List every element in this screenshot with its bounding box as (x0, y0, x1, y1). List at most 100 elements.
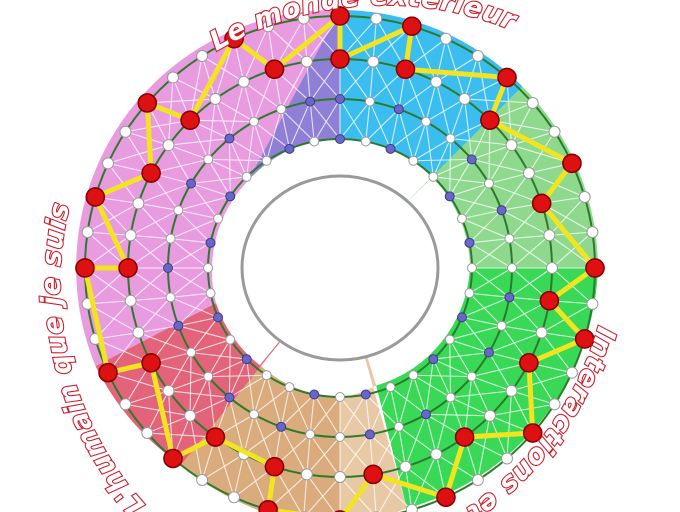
white-node[interactable] (484, 410, 495, 421)
purple-node[interactable] (336, 135, 345, 144)
purple-node[interactable] (445, 192, 454, 201)
white-node[interactable] (371, 13, 382, 24)
white-node[interactable] (394, 422, 403, 431)
white-node[interactable] (262, 156, 271, 165)
purple-node[interactable] (225, 393, 234, 402)
white-node[interactable] (409, 371, 418, 380)
purple-node[interactable] (306, 97, 315, 106)
white-node[interactable] (431, 449, 442, 460)
red-hub-node-top[interactable] (331, 50, 349, 68)
purple-node[interactable] (187, 179, 196, 188)
red-hub-node-top[interactable] (364, 465, 382, 483)
white-node[interactable] (579, 192, 590, 203)
red-hub-node-top[interactable] (142, 354, 160, 372)
red-hub-node-top[interactable] (265, 60, 283, 78)
purple-node[interactable] (242, 355, 251, 364)
white-node[interactable] (163, 140, 174, 151)
white-node[interactable] (166, 293, 175, 302)
red-hub-node-top[interactable] (99, 364, 117, 382)
white-node[interactable] (133, 198, 144, 209)
white-node[interactable] (242, 172, 251, 181)
red-hub-node-top[interactable] (540, 292, 558, 310)
white-node[interactable] (527, 97, 538, 108)
white-node[interactable] (506, 140, 517, 151)
purple-node[interactable] (394, 105, 403, 114)
white-node[interactable] (431, 76, 442, 87)
white-node[interactable] (400, 461, 411, 472)
white-node[interactable] (301, 469, 312, 480)
red-hub-node-top[interactable] (520, 354, 538, 372)
red-hub-node-top[interactable] (142, 164, 160, 182)
white-node[interactable] (422, 117, 431, 126)
purple-node[interactable] (225, 134, 234, 143)
red-hub-node-top[interactable] (265, 458, 283, 476)
red-hub-node-top[interactable] (119, 259, 137, 277)
white-node[interactable] (204, 155, 213, 164)
red-hub-node-top[interactable] (259, 501, 277, 512)
white-node[interactable] (497, 321, 506, 330)
white-node[interactable] (336, 393, 345, 402)
white-node[interactable] (386, 383, 395, 392)
purple-node[interactable] (467, 155, 476, 164)
white-node[interactable] (361, 137, 370, 146)
white-node[interactable] (301, 56, 312, 67)
purple-node[interactable] (164, 264, 173, 273)
white-node[interactable] (238, 76, 249, 87)
white-node[interactable] (506, 385, 517, 396)
red-hub-node-top[interactable] (586, 259, 604, 277)
white-node[interactable] (457, 214, 466, 223)
white-node[interactable] (336, 433, 345, 442)
purple-node[interactable] (214, 313, 223, 322)
white-node[interactable] (368, 56, 379, 67)
purple-node[interactable] (226, 192, 235, 201)
white-node[interactable] (465, 289, 474, 298)
white-node[interactable] (214, 214, 223, 223)
white-node[interactable] (508, 264, 517, 273)
white-node[interactable] (306, 430, 315, 439)
white-node[interactable] (446, 134, 455, 143)
white-node[interactable] (501, 453, 512, 464)
red-hub-node-top[interactable] (206, 428, 224, 446)
white-node[interactable] (168, 72, 179, 83)
white-node[interactable] (133, 327, 144, 338)
white-node[interactable] (204, 372, 213, 381)
white-node[interactable] (536, 327, 547, 338)
white-node[interactable] (472, 474, 483, 485)
red-hub-node-top[interactable] (437, 488, 455, 506)
red-hub-node-top[interactable] (498, 69, 516, 87)
purple-node[interactable] (457, 313, 466, 322)
red-hub-node-top[interactable] (397, 60, 415, 78)
white-node[interactable] (82, 227, 93, 238)
white-node[interactable] (467, 372, 476, 381)
white-node[interactable] (549, 126, 560, 137)
white-node[interactable] (120, 399, 131, 410)
white-node[interactable] (125, 230, 136, 241)
white-node[interactable] (120, 126, 131, 137)
white-node[interactable] (197, 51, 208, 62)
white-node[interactable] (440, 33, 451, 44)
white-node[interactable] (166, 234, 175, 243)
white-node[interactable] (409, 156, 418, 165)
white-node[interactable] (185, 410, 196, 421)
white-node[interactable] (547, 263, 558, 274)
white-node[interactable] (103, 158, 114, 169)
white-node[interactable] (250, 410, 259, 419)
red-hub-node-top[interactable] (181, 111, 199, 129)
purple-node[interactable] (361, 390, 370, 399)
white-node[interactable] (505, 234, 514, 243)
white-node[interactable] (406, 504, 417, 512)
white-node[interactable] (468, 264, 477, 273)
purple-node[interactable] (497, 206, 506, 215)
red-hub-node-top[interactable] (403, 17, 421, 35)
white-node[interactable] (262, 371, 271, 380)
red-hub-node-top[interactable] (481, 111, 499, 129)
purple-node[interactable] (285, 144, 294, 153)
white-node[interactable] (142, 428, 153, 439)
white-node[interactable] (229, 492, 240, 503)
white-node[interactable] (587, 227, 598, 238)
red-hub-node-top[interactable] (164, 449, 182, 467)
white-node[interactable] (587, 298, 598, 309)
purple-node[interactable] (365, 430, 374, 439)
white-node[interactable] (365, 97, 374, 106)
white-node[interactable] (544, 230, 555, 241)
